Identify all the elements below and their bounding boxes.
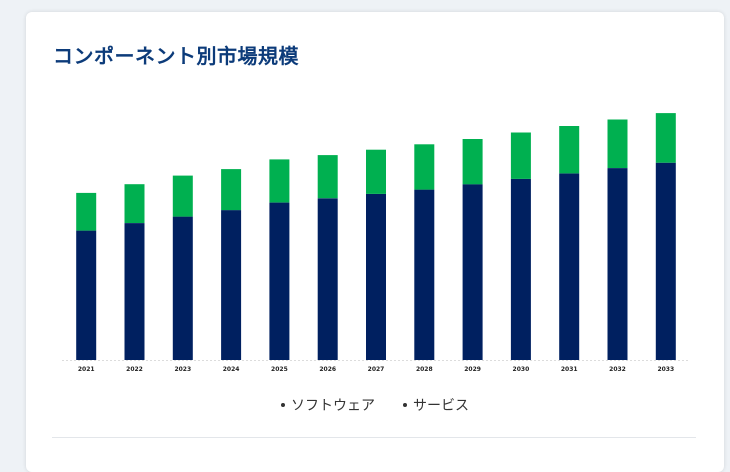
x-tick-label: 2033	[657, 366, 674, 373]
bar-services-2023[interactable]	[172, 175, 193, 217]
bar-software-2028[interactable]	[414, 189, 435, 360]
x-tick-label: 2027	[368, 366, 385, 373]
bar-services-2033[interactable]	[655, 113, 676, 163]
bar-software-2033[interactable]	[655, 162, 676, 360]
bar-services-2025[interactable]	[269, 159, 290, 203]
bar-services-2030[interactable]	[510, 132, 531, 179]
x-tick-label: 2022	[126, 366, 143, 373]
bar-services-2024[interactable]	[221, 169, 242, 211]
bar-software-2031[interactable]	[559, 173, 580, 361]
card-divider	[52, 437, 696, 438]
bar-software-2023[interactable]	[172, 216, 193, 360]
bar-services-2032[interactable]	[607, 119, 628, 169]
bar-services-2027[interactable]	[366, 149, 386, 194]
bar-services-2026[interactable]	[317, 155, 338, 199]
x-tick-label: 2024	[223, 366, 240, 373]
bar-software-2026[interactable]	[317, 198, 338, 360]
bar-software-2030[interactable]	[510, 178, 531, 360]
bar-software-2032[interactable]	[607, 168, 628, 360]
chart-legend: ソフトウェア サービス	[26, 395, 724, 415]
bar-services-2031[interactable]	[559, 126, 580, 174]
bar-software-2029[interactable]	[462, 184, 483, 360]
bar-software-2027[interactable]	[366, 193, 386, 360]
x-tick-label: 2026	[319, 366, 336, 373]
x-tick-label: 2030	[513, 366, 530, 373]
x-tick-label: 2025	[271, 366, 288, 373]
legend-label-software: ソフトウェア	[291, 398, 375, 414]
legend-item-services[interactable]: サービス	[403, 395, 469, 415]
x-tick-label: 2031	[561, 366, 578, 373]
bar-services-2021[interactable]	[76, 192, 97, 231]
bar-services-2029[interactable]	[462, 139, 483, 185]
legend-bullet-icon	[281, 403, 285, 407]
legend-label-services: サービス	[413, 398, 469, 414]
legend-item-software[interactable]: ソフトウェア	[281, 395, 375, 415]
bar-services-2022[interactable]	[124, 184, 145, 223]
x-tick-label: 2023	[174, 366, 191, 373]
bar-software-2024[interactable]	[221, 210, 242, 360]
bar-software-2025[interactable]	[269, 202, 290, 360]
x-tick-label: 2029	[464, 366, 481, 373]
bar-services-2028[interactable]	[414, 144, 435, 190]
legend-bullet-icon	[403, 403, 407, 407]
x-tick-label: 2028	[416, 366, 433, 373]
bar-software-2021[interactable]	[76, 230, 97, 360]
chart-title: コンポーネント別市場規模	[53, 44, 299, 68]
bar-software-2022[interactable]	[124, 223, 145, 360]
stacked-bar-chart: 2021 2022 2023 2024 2025 2026 2027 2028 2029 2030…	[62, 113, 690, 373]
chart-card: コンポーネント別市場規模 2021 2022 2023 2024 2025 2026 202…	[26, 12, 724, 472]
x-tick-label: 2032	[609, 366, 626, 373]
x-tick-label: 2021	[78, 366, 95, 373]
